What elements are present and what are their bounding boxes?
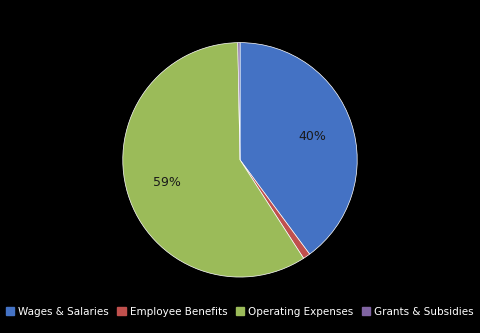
Legend: Wages & Salaries, Employee Benefits, Operating Expenses, Grants & Subsidies: Wages & Salaries, Employee Benefits, Ope… [2, 303, 478, 321]
Wedge shape [240, 160, 310, 258]
Wedge shape [240, 43, 357, 254]
Text: 59%: 59% [153, 175, 181, 188]
Wedge shape [238, 43, 240, 160]
Text: 40%: 40% [299, 130, 326, 143]
Wedge shape [123, 43, 303, 277]
